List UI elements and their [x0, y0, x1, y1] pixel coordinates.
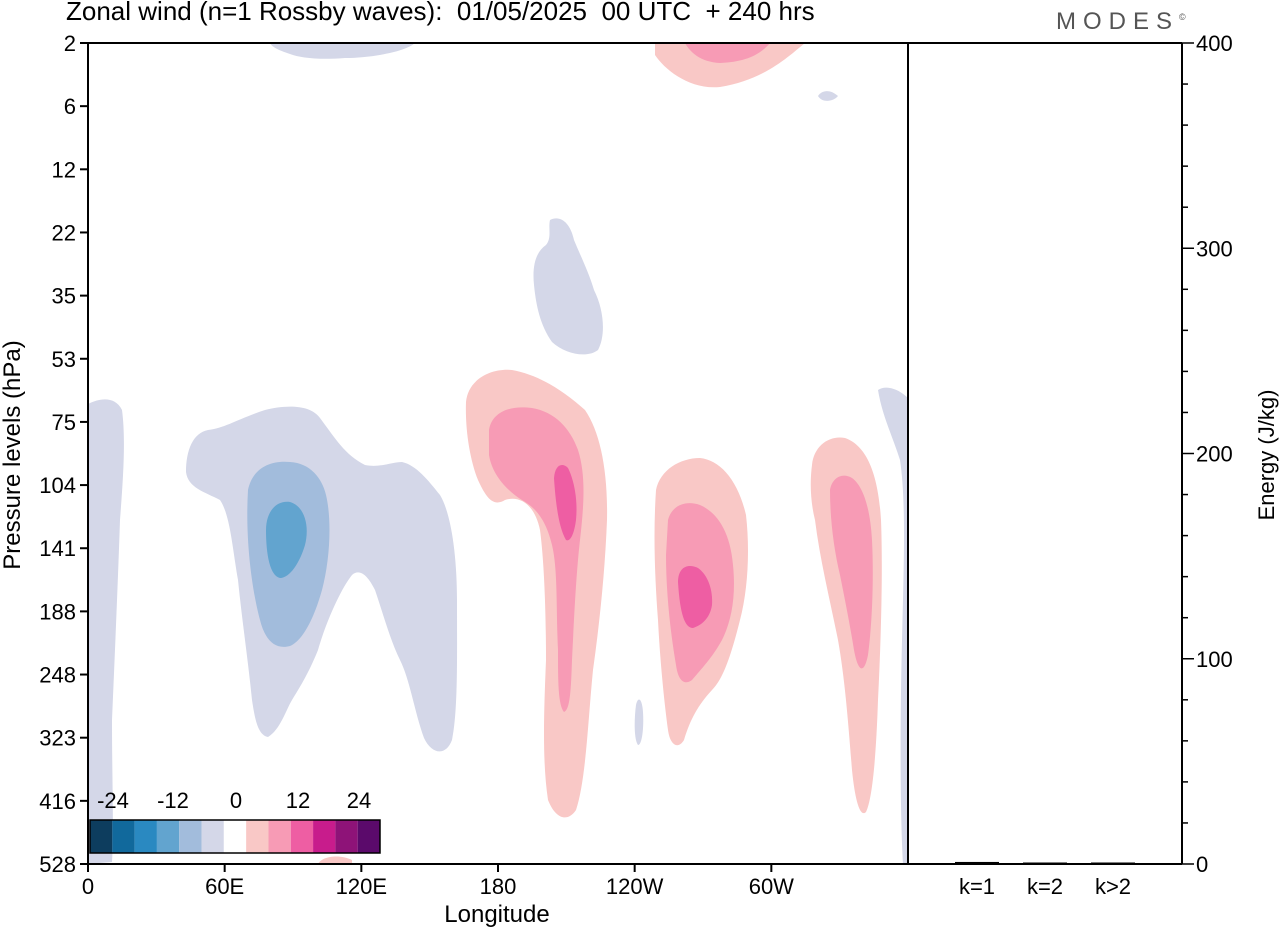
longitude-tick-label: 180: [480, 874, 517, 899]
colorbar-swatch: [357, 820, 380, 853]
contour-pos-210-mid: [489, 407, 584, 712]
pressure-tick-label: 528: [39, 852, 76, 877]
pressure-tick-label: 188: [39, 599, 76, 624]
energy-tick-label: 300: [1196, 236, 1233, 261]
energy-tick-label: 0: [1196, 852, 1208, 877]
pressure-tick-label: 53: [52, 347, 76, 372]
energy-bar: [955, 861, 999, 864]
pressure-tick-label: 12: [52, 157, 76, 182]
longitude-axis: 0 60E 120E 180 120W 60W: [82, 864, 794, 899]
pressure-tick-label: 6: [64, 94, 76, 119]
pressure-tick-label: 35: [52, 284, 76, 309]
colorbar-swatch: [112, 820, 135, 853]
contour-pos-top-mid: [685, 43, 770, 63]
energy-tick-label: 100: [1196, 647, 1233, 672]
pressure-tick-label: 248: [39, 663, 76, 688]
y-axis-title: Pressure levels (hPa): [0, 340, 26, 569]
contour-neg-east-core: [266, 501, 307, 578]
contour-neg-sliver: [634, 699, 644, 745]
colorbar-swatch: [290, 820, 314, 853]
energy-axis-title: Energy (J/kg): [1254, 390, 1279, 521]
longitude-tick-label: 120E: [336, 874, 387, 899]
colorbar-label: 0: [230, 788, 242, 813]
pressure-tick-label: 416: [39, 789, 76, 814]
colorbar-swatch: [134, 820, 157, 853]
contour-field: [88, 43, 908, 864]
colorbar-label: 12: [286, 788, 310, 813]
brand-mark: ©: [1179, 12, 1186, 22]
colorbar-swatch: [179, 820, 202, 853]
energy-axis: 0 100 200 300 400: [1182, 31, 1233, 877]
colorbar-frame: [89, 819, 381, 854]
colorbar-label: -24: [97, 788, 129, 813]
colorbar-swatch: [156, 820, 180, 853]
contour-neg-east-edge: [878, 387, 908, 864]
colorbar-label: -12: [157, 788, 189, 813]
pressure-tick-label: 104: [39, 473, 76, 498]
colorbar: -24 -12 0 12 24: [89, 788, 381, 854]
pressure-tick-label: 75: [52, 410, 76, 435]
brand-text: MODES: [1056, 8, 1180, 35]
colorbar-swatch: [246, 820, 269, 853]
pressure-tick-label: 141: [39, 536, 76, 561]
energy-tick-label: 400: [1196, 31, 1233, 56]
longitude-tick-label: 0: [82, 874, 94, 899]
pressure-tick-label: 22: [52, 220, 76, 245]
x-axis-title: Longitude: [444, 901, 549, 928]
contour-pos-top-light: [655, 43, 805, 88]
contour-neg-west-edge: [88, 399, 124, 864]
longitude-tick-label: 60E: [205, 874, 244, 899]
colorbar-swatch: [90, 820, 113, 853]
contour-neg-mid: [533, 218, 603, 355]
energy-category-label: k=1: [959, 874, 995, 899]
longitude-tick-label: 60W: [749, 874, 794, 899]
contour-pos-335-mid: [830, 475, 873, 669]
energy-bars: k=1 k=2 k>2: [955, 861, 1135, 899]
contour-pos-262-core: [678, 565, 713, 628]
pressure-axis: 2 6 12 22 35 53 75 104 141 188 248 323 416 528: [39, 31, 88, 877]
chart-title: Zonal wind (n=1 Rossby waves): 01/05/202…: [66, 0, 815, 26]
colorbar-swatch: [268, 820, 291, 853]
brand-logo: MODES©: [1056, 8, 1186, 36]
energy-bar: [1091, 862, 1135, 864]
energy-category-label: k>2: [1095, 874, 1131, 899]
colorbar-swatch: [201, 820, 224, 853]
contour-pos-bottom: [318, 856, 352, 864]
colorbar-swatch: [313, 820, 336, 853]
colorbar-swatch: [335, 820, 358, 853]
longitude-tick-label: 120W: [606, 874, 664, 899]
energy-category-label: k=2: [1027, 874, 1063, 899]
pressure-tick-label: 2: [64, 31, 76, 56]
energy-bar: [1023, 862, 1067, 864]
contour-neg-small: [818, 91, 838, 101]
colorbar-swatch: [223, 820, 247, 853]
contour-neg-top: [270, 43, 415, 59]
colorbar-label: 24: [347, 788, 371, 813]
pressure-tick-label: 323: [39, 726, 76, 751]
energy-tick-label: 200: [1196, 442, 1233, 467]
contour-pos-210-core: [554, 465, 577, 541]
